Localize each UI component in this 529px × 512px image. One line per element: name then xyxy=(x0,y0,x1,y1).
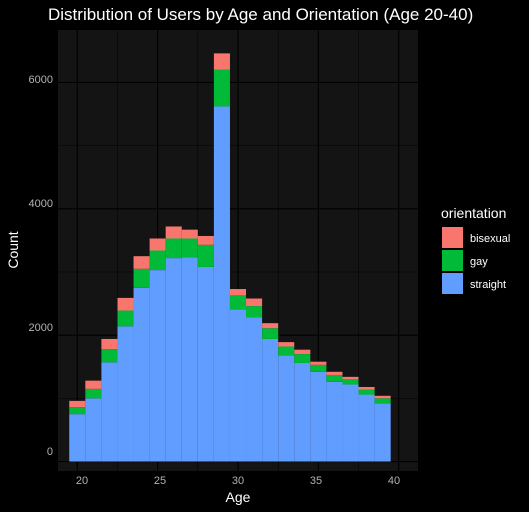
bar-straight-37 xyxy=(342,384,359,462)
bar-gay-21 xyxy=(85,388,102,399)
bar-straight-34 xyxy=(294,362,311,462)
bar-gay-27 xyxy=(181,238,198,258)
bar-gay-35 xyxy=(310,364,327,372)
bar-straight-39 xyxy=(374,403,391,462)
bar-gay-31 xyxy=(246,306,263,318)
bar-gay-29 xyxy=(213,69,230,107)
y-tick-label-4000: 4000 xyxy=(29,198,53,210)
bar-gay-32 xyxy=(262,328,279,339)
y-tick-label-6000: 6000 xyxy=(29,74,53,86)
bar-gay-20 xyxy=(69,407,86,415)
bar-straight-25 xyxy=(149,270,166,462)
bar-gay-36 xyxy=(326,374,343,382)
legend-label-straight: straight xyxy=(470,279,506,291)
y-axis: 0 2000 4000 6000 xyxy=(29,74,53,458)
bar-straight-21 xyxy=(85,398,102,462)
bar-bisexual-21 xyxy=(85,380,102,389)
x-axis: 20 25 30 35 40 xyxy=(76,475,400,487)
bar-gay-34 xyxy=(294,354,311,363)
bar-bisexual-25 xyxy=(149,238,166,251)
bar-bisexual-38 xyxy=(358,386,375,390)
bar-gay-26 xyxy=(165,238,182,259)
bar-bisexual-32 xyxy=(262,323,279,329)
bar-straight-24 xyxy=(133,287,150,462)
bar-straight-32 xyxy=(262,338,279,462)
legend-label-bisexual: bisexual xyxy=(470,233,510,245)
bar-bisexual-28 xyxy=(197,235,214,245)
x-tick-label-30: 30 xyxy=(232,475,244,487)
bar-straight-35 xyxy=(310,371,327,462)
bar-straight-30 xyxy=(229,309,247,462)
bar-bisexual-24 xyxy=(133,256,150,269)
y-axis-title: Count xyxy=(5,231,21,268)
bar-gay-33 xyxy=(278,346,295,356)
bar-gay-23 xyxy=(117,310,134,327)
bar-straight-33 xyxy=(278,355,295,462)
bar-gay-25 xyxy=(149,250,166,271)
y-tick-label-2000: 2000 xyxy=(29,322,53,334)
bar-bisexual-35 xyxy=(310,361,327,365)
bar-straight-36 xyxy=(326,381,343,462)
bar-bisexual-20 xyxy=(69,400,86,408)
bar-bisexual-34 xyxy=(294,349,311,355)
x-tick-label-20: 20 xyxy=(76,475,88,487)
bar-gay-37 xyxy=(342,379,359,385)
x-axis-title: Age xyxy=(226,489,251,505)
bar-bisexual-33 xyxy=(278,342,295,347)
bar-gay-22 xyxy=(101,349,118,363)
bars xyxy=(69,53,391,462)
bar-straight-31 xyxy=(246,317,263,462)
bar-bisexual-29 xyxy=(213,53,230,70)
bar-bisexual-22 xyxy=(101,338,118,350)
bar-bisexual-30 xyxy=(229,289,247,296)
legend-key-bisexual xyxy=(442,227,463,248)
legend: orientation bisexual gay straight xyxy=(441,205,510,294)
bar-straight-27 xyxy=(181,257,198,462)
bar-bisexual-31 xyxy=(246,298,263,307)
bar-gay-30 xyxy=(229,295,247,310)
bar-gay-28 xyxy=(197,244,214,267)
bar-gay-39 xyxy=(374,398,391,404)
bar-bisexual-27 xyxy=(181,229,198,239)
bar-straight-26 xyxy=(165,258,182,462)
bar-gay-38 xyxy=(358,389,375,395)
bar-straight-23 xyxy=(117,326,134,462)
x-tick-label-40: 40 xyxy=(388,475,400,487)
bar-straight-22 xyxy=(101,362,118,462)
bar-gay-24 xyxy=(133,268,150,288)
bar-bisexual-37 xyxy=(342,376,359,380)
legend-title: orientation xyxy=(441,205,506,221)
bar-bisexual-39 xyxy=(374,395,391,399)
bar-straight-29 xyxy=(213,106,230,462)
legend-key-gay xyxy=(442,250,463,271)
y-tick-label-0: 0 xyxy=(47,446,53,458)
bar-bisexual-23 xyxy=(117,297,134,311)
x-tick-label-25: 25 xyxy=(154,475,166,487)
bar-straight-20 xyxy=(69,414,86,462)
legend-key-straight xyxy=(442,273,463,294)
bar-straight-38 xyxy=(358,394,375,462)
x-tick-label-35: 35 xyxy=(310,475,322,487)
bar-bisexual-36 xyxy=(326,371,343,375)
chart-title: Distribution of Users by Age and Orienta… xyxy=(48,5,473,24)
bar-straight-28 xyxy=(197,266,214,462)
bar-bisexual-26 xyxy=(165,226,182,239)
legend-label-gay: gay xyxy=(470,256,488,268)
